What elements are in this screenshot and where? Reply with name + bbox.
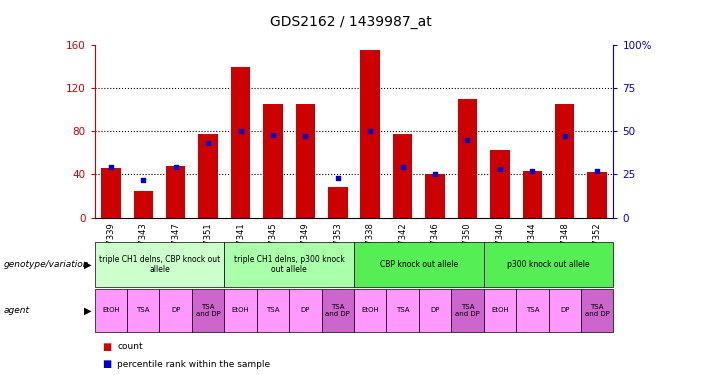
Text: DP: DP (430, 308, 440, 314)
Text: DP: DP (560, 308, 569, 314)
Text: ■: ■ (102, 360, 111, 369)
Text: TSA
and DP: TSA and DP (196, 304, 221, 317)
Bar (166, 166, 185, 218)
Text: GDS2162 / 1439987_at: GDS2162 / 1439987_at (270, 15, 431, 29)
Point (300, 134, 311, 140)
Point (494, 166, 505, 172)
Text: DP: DP (171, 308, 180, 314)
Bar (393, 135, 412, 218)
Text: ▶: ▶ (83, 305, 91, 315)
Bar (134, 190, 153, 217)
Text: EtOH: EtOH (361, 308, 379, 314)
Point (397, 165, 408, 171)
Point (105, 165, 116, 171)
Bar (490, 150, 510, 217)
Text: TSA
and DP: TSA and DP (585, 304, 610, 317)
Text: agent: agent (4, 306, 29, 315)
Text: TSA
and DP: TSA and DP (455, 304, 480, 317)
Bar (296, 104, 315, 218)
Point (430, 171, 441, 177)
Text: EtOH: EtOH (231, 308, 250, 314)
Bar (458, 99, 477, 218)
Text: CBP knock out allele: CBP knock out allele (380, 260, 458, 269)
Point (203, 140, 214, 146)
Bar (555, 104, 575, 218)
Text: percentile rank within the sample: percentile rank within the sample (117, 360, 270, 369)
Bar (101, 168, 121, 217)
Text: ▶: ▶ (83, 260, 91, 269)
Bar (328, 188, 348, 218)
Point (170, 165, 182, 171)
Text: TSA: TSA (137, 308, 150, 314)
Point (526, 168, 538, 174)
Text: DP: DP (301, 308, 310, 314)
Text: EtOH: EtOH (491, 308, 509, 314)
Point (462, 137, 473, 143)
Text: triple CH1 delns, p300 knock
out allele: triple CH1 delns, p300 knock out allele (234, 255, 344, 274)
Bar (587, 172, 607, 217)
Bar (360, 50, 380, 217)
Point (592, 168, 603, 174)
Bar (523, 171, 542, 217)
Text: TSA
and DP: TSA and DP (325, 304, 350, 317)
Point (235, 128, 246, 134)
Bar (231, 67, 250, 218)
Text: TSA: TSA (526, 308, 539, 314)
Point (365, 128, 376, 134)
Bar (426, 174, 444, 217)
Text: triple CH1 delns, CBP knock out
allele: triple CH1 delns, CBP knock out allele (99, 255, 220, 274)
Text: ■: ■ (102, 342, 111, 352)
Bar (264, 104, 283, 218)
Point (267, 132, 278, 138)
Bar (198, 135, 218, 218)
Point (559, 134, 571, 140)
Text: count: count (117, 342, 143, 351)
Text: p300 knock out allele: p300 knock out allele (508, 260, 590, 269)
Text: EtOH: EtOH (102, 308, 120, 314)
Text: genotype/variation: genotype/variation (4, 260, 89, 269)
Point (332, 175, 343, 181)
Text: TSA: TSA (266, 308, 280, 314)
Text: TSA: TSA (396, 308, 409, 314)
Point (137, 177, 149, 183)
